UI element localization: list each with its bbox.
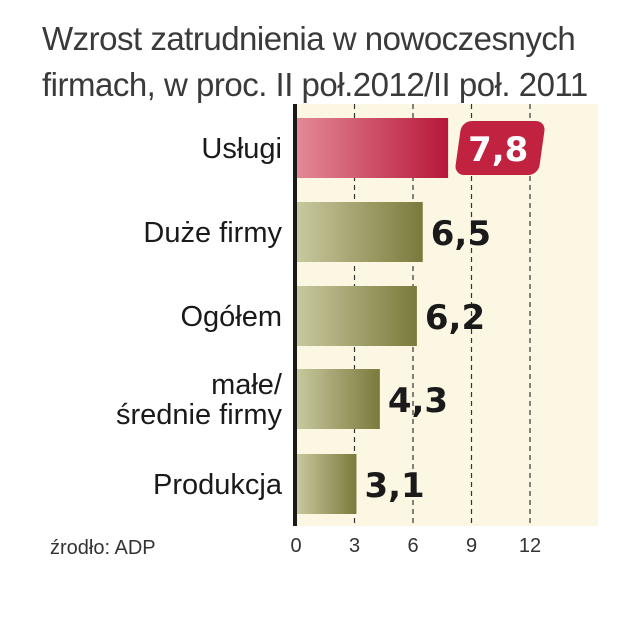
value-label-3: 4,3 bbox=[388, 381, 448, 421]
tick-label-9: 9 bbox=[466, 535, 477, 557]
bars bbox=[296, 118, 449, 514]
tick-label-6: 6 bbox=[407, 535, 418, 557]
category-label-0: Usługi bbox=[201, 133, 282, 165]
tick-label-0: 0 bbox=[290, 535, 301, 557]
bar-0 bbox=[296, 118, 449, 178]
value-label-1: 6,5 bbox=[431, 214, 491, 254]
category-labels: Usługi Duże firmy Ogółem małe/średnie firmy… bbox=[116, 133, 283, 501]
value-label-2: 6,2 bbox=[425, 298, 485, 338]
bar-1 bbox=[296, 202, 423, 262]
value-label-4: 3,1 bbox=[364, 466, 424, 506]
tick-label-3: 3 bbox=[349, 535, 360, 557]
bar-4 bbox=[296, 454, 357, 514]
chart-title-line-2: firmach, w proc. II poł.2012/II poł. 201… bbox=[42, 66, 588, 103]
tick-label-12: 12 bbox=[519, 535, 541, 557]
value-label-0: 7,8 bbox=[468, 130, 528, 170]
category-label-3-1: średnie firmy bbox=[116, 399, 282, 431]
value-labels: 7,8 6,5 6,2 4,3 3,1 bbox=[364, 121, 545, 506]
chart-title-line-1: Wzrost zatrudnienia w nowoczesnych bbox=[42, 20, 576, 57]
category-label-2: Ogółem bbox=[180, 301, 282, 333]
category-label-4: Produkcja bbox=[153, 469, 283, 501]
bar-3 bbox=[296, 369, 380, 429]
bar-2 bbox=[296, 286, 417, 346]
x-tick-labels: 0 3 6 9 12 bbox=[290, 535, 541, 557]
category-label-3-0: małe/ bbox=[211, 369, 283, 401]
category-label-1: Duże firmy bbox=[143, 217, 282, 249]
value-badge bbox=[455, 121, 545, 175]
chart-title: Wzrost zatrudnienia w nowoczesnych firma… bbox=[42, 16, 632, 108]
source-note: źrodło: ADP bbox=[50, 537, 156, 559]
